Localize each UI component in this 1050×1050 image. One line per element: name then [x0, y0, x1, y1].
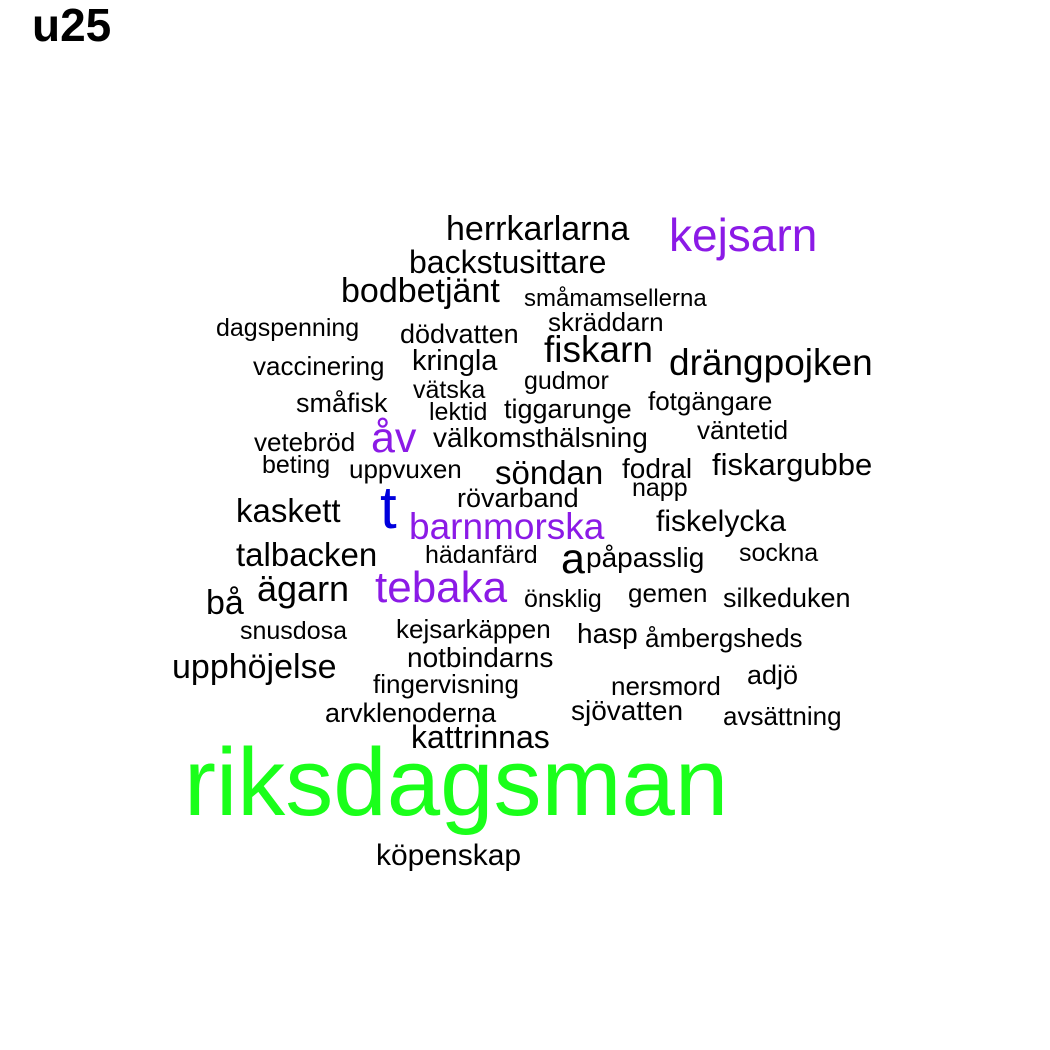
- word-cloud-word: silkeduken: [723, 583, 851, 613]
- word-cloud-word: gudmor: [524, 367, 609, 395]
- word-cloud-word: fingervisning: [373, 669, 519, 699]
- word-cloud-word: köpenskap: [376, 839, 522, 872]
- word-cloud-word: beting: [262, 451, 331, 479]
- word-cloud-word: småmamsellerna: [524, 285, 707, 312]
- word-cloud-word: notbindarns: [407, 642, 554, 673]
- word-cloud-word: åv: [371, 414, 417, 462]
- word-cloud-word: bå: [206, 584, 244, 622]
- word-cloud-word: småfisk: [296, 388, 388, 418]
- word-cloud-word: fotgängare: [648, 386, 773, 416]
- page-title: u25: [32, 0, 112, 51]
- word-cloud-word: kejsarn: [669, 209, 818, 261]
- word-cloud-word: riksdagsman: [184, 729, 729, 836]
- word-cloud-word: bodbetjänt: [341, 272, 500, 310]
- word-cloud-word: tebaka: [375, 563, 508, 612]
- word-cloud-word: påpasslig: [586, 542, 705, 573]
- word-cloud-word: rövarband: [457, 483, 579, 513]
- word-cloud-word: herrkarlarna: [446, 210, 630, 248]
- word-cloud-word: söndan: [495, 454, 604, 491]
- word-cloud-word: vätska: [413, 376, 486, 404]
- word-cloud-word: nersmord: [611, 671, 721, 701]
- word-cloud-word: drängpojken: [669, 342, 873, 383]
- word-cloud-word: vetebröd: [254, 427, 356, 457]
- word-cloud-word: dödvatten: [400, 319, 519, 349]
- word-cloud-word: lektid: [429, 398, 488, 426]
- word-cloud-word: kejsarkäppen: [396, 614, 551, 644]
- word-cloud-word: ägarn: [257, 568, 350, 609]
- word-cloud-word: dagspenning: [216, 314, 360, 342]
- word-cloud-word: talbacken: [236, 536, 378, 573]
- word-cloud-word: kaskett: [236, 492, 341, 529]
- word-cloud-word: åmbergsheds: [645, 623, 803, 653]
- word-cloud-word: tiggarunge: [504, 394, 632, 424]
- word-cloud-word: sockna: [739, 539, 819, 567]
- word-cloud-word: hädanfärd: [425, 541, 538, 569]
- word-cloud-word: vaccinering: [253, 351, 385, 381]
- word-cloud-word: fodral: [622, 453, 693, 484]
- word-cloud-word: väntetid: [697, 415, 789, 445]
- word-cloud-word: upphöjelse: [172, 648, 337, 686]
- word-cloud-word: t: [380, 474, 397, 541]
- word-cloud-word: fiskelycka: [656, 505, 787, 538]
- word-cloud-word: kringla: [412, 345, 498, 377]
- word-cloud-word: arvklenoderna: [325, 698, 497, 728]
- word-cloud-word: önsklig: [524, 585, 602, 613]
- word-cloud-word: adjö: [747, 660, 799, 690]
- word-cloud-word: napp: [632, 474, 688, 502]
- word-cloud-word: gemen: [628, 578, 708, 608]
- word-cloud-word: fiskarn: [544, 329, 653, 370]
- word-cloud-word: fiskargubbe: [712, 447, 873, 482]
- word-cloud-word: sjövatten: [571, 695, 684, 726]
- word-cloud-word: avsättning: [723, 701, 842, 731]
- word-cloud-word: snusdosa: [240, 617, 348, 645]
- word-cloud-word: uppvuxen: [349, 454, 462, 484]
- word-cloud-word: välkomsthälsning: [433, 422, 648, 453]
- word-cloud-word: a: [561, 535, 585, 583]
- word-cloud-word: hasp: [577, 618, 638, 649]
- word-cloud-word: backstusittare: [409, 244, 607, 280]
- word-cloud-word: barnmorska: [409, 506, 605, 547]
- word-cloud-word: kattrinnas: [411, 719, 550, 755]
- word-cloud-word: skräddarn: [548, 307, 664, 337]
